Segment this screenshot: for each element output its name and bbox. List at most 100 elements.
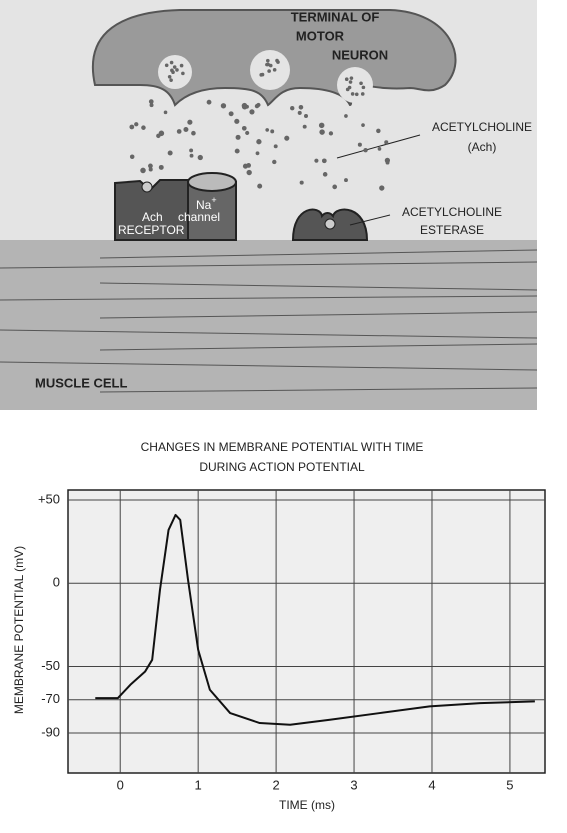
vesicle bbox=[384, 140, 389, 145]
y-axis-label: MEMBRANE POTENTIAL (mV) bbox=[12, 546, 26, 714]
fiber-line bbox=[0, 261, 538, 269]
synaptic-pocket bbox=[158, 55, 192, 89]
vesicle bbox=[272, 159, 277, 165]
vesicle bbox=[349, 76, 354, 80]
x-tick-label: 4 bbox=[428, 777, 435, 792]
vesicle bbox=[183, 127, 189, 133]
x-tick-label: 2 bbox=[272, 777, 279, 792]
vesicle bbox=[332, 184, 338, 190]
vesicle bbox=[328, 131, 334, 136]
vesicle bbox=[256, 139, 262, 145]
vesicle bbox=[189, 148, 194, 153]
vesicle bbox=[234, 118, 240, 124]
vesicle bbox=[228, 111, 234, 117]
label: Na+ bbox=[196, 195, 217, 212]
vesicle bbox=[257, 183, 263, 189]
label: MOTOR bbox=[296, 28, 345, 43]
vesicle bbox=[267, 69, 271, 73]
vesicle bbox=[348, 80, 353, 84]
na-channel-top bbox=[187, 172, 237, 192]
vesicle bbox=[314, 158, 319, 163]
vesicle bbox=[167, 150, 173, 156]
x-tick-label: 3 bbox=[350, 777, 357, 792]
label: MUSCLE CELL bbox=[35, 375, 128, 390]
synaptic-pocket bbox=[337, 67, 373, 103]
vesicle bbox=[260, 72, 265, 77]
vesicle bbox=[266, 58, 270, 63]
vesicle bbox=[344, 114, 348, 118]
receptor bbox=[114, 179, 191, 241]
vesicle bbox=[241, 102, 248, 109]
vesicle bbox=[254, 103, 260, 109]
label: TERMINAL OF bbox=[291, 9, 380, 24]
vesicle bbox=[302, 124, 307, 129]
vesicle bbox=[235, 134, 241, 140]
fiber-line bbox=[0, 295, 538, 301]
plot-area bbox=[67, 489, 546, 774]
chart-title: DURING ACTION POTENTIAL bbox=[199, 460, 365, 474]
vesicle bbox=[299, 180, 304, 185]
vesicle bbox=[359, 81, 363, 86]
vesicle bbox=[189, 153, 194, 158]
vesicle bbox=[245, 130, 250, 136]
vesicle bbox=[171, 70, 175, 74]
bound-ach bbox=[324, 218, 336, 230]
label: RECEPTOR bbox=[118, 223, 185, 237]
vesicle bbox=[273, 144, 278, 149]
fiber-line bbox=[99, 311, 538, 319]
vesicle bbox=[298, 104, 304, 110]
fiber-line bbox=[99, 343, 538, 351]
vesicle bbox=[148, 167, 153, 172]
vesicle bbox=[167, 74, 172, 79]
vesicle bbox=[361, 85, 366, 90]
label: ACETYLCHOLINE bbox=[432, 120, 532, 134]
y-tick-label: +50 bbox=[38, 491, 60, 506]
bound-ach bbox=[141, 181, 153, 193]
vesicle bbox=[181, 71, 185, 76]
label: ESTERASE bbox=[420, 223, 484, 237]
x-tick-label: 1 bbox=[195, 777, 202, 792]
vesicle bbox=[290, 106, 295, 111]
vesicle bbox=[220, 103, 227, 109]
vesicle bbox=[321, 158, 327, 164]
label: ACETYLCHOLINE bbox=[402, 205, 502, 219]
label: NEURON bbox=[332, 47, 388, 62]
vesicle bbox=[246, 169, 252, 176]
label: + bbox=[211, 195, 216, 205]
vesicle bbox=[344, 77, 349, 82]
label: Ach bbox=[142, 210, 163, 224]
vesicle bbox=[354, 92, 359, 97]
vesicle bbox=[148, 99, 154, 104]
vesicle bbox=[322, 172, 328, 177]
vesicle bbox=[350, 92, 355, 96]
vesicle bbox=[191, 130, 196, 136]
y-tick-label: -50 bbox=[41, 658, 60, 673]
vesicle bbox=[297, 110, 302, 115]
fiber-line bbox=[0, 361, 538, 371]
label: channel bbox=[178, 210, 220, 224]
vesicle bbox=[241, 125, 247, 131]
vesicle bbox=[275, 58, 279, 63]
fiber-line bbox=[99, 387, 538, 393]
leader-line bbox=[349, 214, 391, 226]
vesicle bbox=[163, 110, 168, 115]
vesicle bbox=[318, 122, 325, 129]
vesicle bbox=[164, 63, 169, 68]
label: Na bbox=[196, 198, 212, 212]
vesicle bbox=[249, 109, 255, 115]
x-tick-label: 0 bbox=[117, 777, 124, 792]
vesicle bbox=[255, 151, 260, 156]
vesicle bbox=[172, 65, 177, 69]
vesicle bbox=[344, 178, 348, 183]
vesicle bbox=[379, 185, 385, 191]
fiber-line bbox=[99, 249, 538, 259]
vesicle bbox=[363, 147, 368, 153]
vesicle bbox=[176, 129, 182, 134]
fiber-line bbox=[0, 329, 538, 339]
vesicle bbox=[345, 87, 350, 92]
vesicle bbox=[265, 128, 270, 132]
vesicle bbox=[270, 129, 275, 134]
vesicle bbox=[361, 123, 365, 127]
vesicle bbox=[303, 114, 308, 119]
